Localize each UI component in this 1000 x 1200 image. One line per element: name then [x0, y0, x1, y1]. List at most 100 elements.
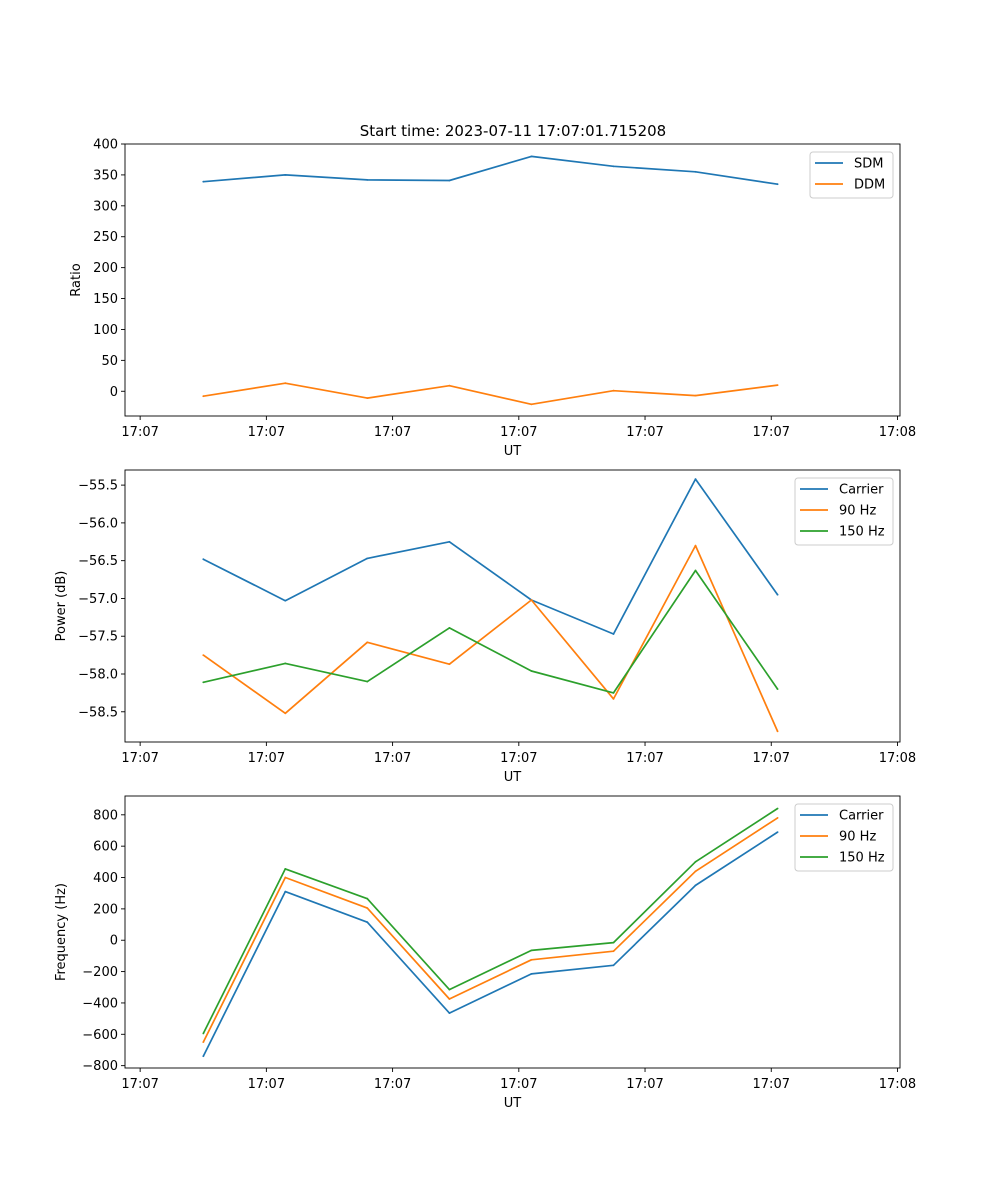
data-point	[612, 964, 615, 967]
legend-label: SDM	[854, 157, 883, 172]
y-tick-label: −56.0	[78, 516, 118, 531]
data-point	[448, 988, 451, 991]
x-tick-label: 17:07	[374, 425, 411, 440]
axes-frame	[124, 143, 901, 417]
legend: Carrier 90 Hz 150 Hz	[794, 803, 894, 872]
y-tick-label: −600	[82, 1028, 118, 1043]
series-line-150-hz	[202, 807, 779, 1034]
data-point	[694, 394, 697, 397]
data-point	[612, 165, 615, 168]
y-tick-label: 0	[110, 385, 118, 400]
data-point	[612, 950, 615, 953]
y-tick-label: 150	[93, 292, 118, 307]
data-point	[776, 593, 779, 596]
data-point	[776, 730, 779, 733]
data-point	[366, 897, 369, 900]
x-tick-label: 17:07	[626, 1077, 663, 1092]
x-tick-label: 17:07	[753, 1077, 790, 1092]
data-point	[448, 540, 451, 543]
data-point	[366, 921, 369, 924]
data-point	[776, 831, 779, 833]
series-line-90-hz	[202, 544, 779, 732]
data-point	[530, 670, 533, 672]
data-point	[530, 973, 533, 975]
subplot-frequency: −800 −600 −400 −200 0 200 400 600 800 17:07 17:07 1…	[54, 795, 916, 1111]
y-tick-label: 400	[93, 871, 118, 886]
data-point	[202, 180, 205, 183]
data-point	[202, 1041, 205, 1043]
legend-label: 90 Hz	[839, 504, 876, 519]
y-tick-label: −800	[82, 1059, 118, 1074]
data-point	[694, 544, 697, 547]
axes-frame	[124, 469, 901, 743]
data-point	[284, 876, 287, 879]
legend-box	[794, 803, 894, 872]
y-tick-label: 200	[93, 261, 118, 276]
data-point	[448, 1012, 451, 1014]
data-point	[448, 998, 451, 1000]
x-axis-label: UT	[504, 1096, 522, 1111]
axes-frame	[124, 795, 901, 1069]
data-point	[284, 868, 287, 870]
x-axis-label: UT	[504, 770, 522, 785]
x-tick-label: 17:07	[374, 751, 411, 766]
y-tick-label: 0	[110, 934, 118, 949]
data-point	[366, 680, 369, 683]
data-point	[366, 179, 369, 181]
legend: SDM DDM	[809, 151, 894, 199]
y-tick-label: 200	[93, 902, 118, 917]
y-tick-label: 100	[93, 323, 118, 338]
y-tick-label: 800	[93, 808, 118, 823]
y-tick-label: 400	[93, 138, 118, 153]
y-axis-label: Power (dB)	[54, 571, 69, 642]
x-tick-label: 17:07	[121, 751, 158, 766]
x-tick-label: 17:07	[248, 425, 285, 440]
data-point	[202, 395, 205, 398]
data-point	[776, 688, 779, 690]
data-point	[776, 807, 779, 810]
data-point	[776, 817, 779, 819]
x-tick-label: 17:07	[500, 1077, 537, 1092]
data-point	[366, 397, 369, 399]
x-tick-label: 17:07	[374, 1077, 411, 1092]
data-point	[366, 907, 369, 909]
legend-label: 150 Hz	[839, 851, 885, 866]
data-point	[284, 712, 287, 715]
series-line-ddm	[203, 382, 778, 406]
x-tick-label: 17:08	[879, 425, 916, 440]
legend-label: Carrier	[839, 483, 884, 498]
series-line-carrier	[202, 478, 779, 635]
y-tick-label: 350	[93, 168, 118, 183]
data-point	[202, 1032, 205, 1035]
y-tick-label: 600	[93, 840, 118, 855]
data-point	[694, 170, 697, 173]
y-tick-label: −57.0	[78, 592, 118, 607]
legend-box	[794, 477, 894, 546]
data-point	[284, 599, 287, 602]
data-point	[366, 557, 369, 560]
data-point	[448, 627, 451, 629]
data-point	[694, 870, 697, 873]
series-line-sdm	[203, 155, 778, 186]
series-line-carrier	[202, 831, 779, 1057]
data-point	[530, 949, 533, 952]
x-tick-label: 17:07	[121, 425, 158, 440]
data-point	[694, 478, 697, 480]
x-tick-label: 17:07	[500, 751, 537, 766]
y-tick-label: 300	[93, 199, 118, 214]
data-point	[530, 958, 533, 961]
y-tick-label: −400	[82, 996, 118, 1011]
data-point	[366, 641, 369, 644]
x-tick-label: 17:07	[121, 1077, 158, 1092]
data-point	[612, 633, 615, 635]
data-point	[202, 1055, 205, 1058]
data-point	[448, 384, 451, 387]
data-point	[776, 384, 779, 386]
subplot-power: −58.5 −58.0 −57.5 −57.0 −56.5 −56.0 −55.5 17:07…	[54, 469, 916, 785]
series-line-150-hz	[203, 569, 779, 694]
data-point	[284, 662, 287, 665]
data-point	[202, 654, 205, 656]
legend-label: DDM	[854, 178, 885, 193]
x-tick-label: 17:07	[248, 751, 285, 766]
legend-label: Carrier	[839, 809, 884, 824]
